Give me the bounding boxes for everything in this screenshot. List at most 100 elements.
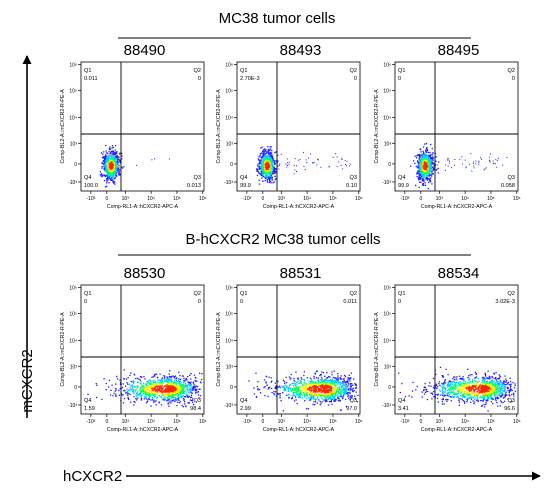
event-dot — [265, 158, 267, 160]
event-dot — [269, 180, 272, 183]
event-dot — [266, 162, 268, 164]
event-dot — [105, 160, 108, 162]
event-dot — [326, 383, 328, 385]
event-dot — [267, 172, 269, 174]
event-dot — [314, 388, 316, 390]
x-tick-label: 10⁵ — [329, 419, 337, 425]
event-dot — [426, 172, 428, 174]
event-dot — [160, 379, 162, 381]
event-dot — [314, 385, 317, 388]
event-dot — [426, 158, 428, 160]
event-dot — [273, 391, 275, 393]
event-dot — [352, 384, 354, 386]
event-dot — [168, 396, 170, 398]
event-dot — [170, 392, 172, 394]
event-dot — [331, 382, 334, 384]
event-dot — [489, 396, 492, 398]
event-dot — [263, 153, 265, 156]
event-dot — [189, 388, 191, 391]
event-dot — [345, 387, 347, 390]
event-dot — [101, 173, 103, 175]
event-dot — [268, 171, 270, 173]
event-dot — [255, 372, 257, 374]
event-dot — [493, 373, 496, 375]
event-dot — [288, 393, 290, 395]
quadrant-q4-value: 99.9 — [240, 183, 251, 189]
x-tick-label: -10³ — [242, 196, 251, 202]
event-dot — [339, 391, 341, 393]
event-dot — [267, 146, 269, 148]
event-dot — [256, 174, 259, 177]
event-dot — [345, 392, 347, 394]
event-dot — [107, 166, 109, 168]
section-title-mc38: MC38 tumor cells — [219, 10, 336, 27]
event-dot — [328, 401, 331, 403]
event-dot — [154, 401, 156, 403]
event-dot — [153, 384, 155, 386]
event-dot — [285, 381, 288, 384]
event-dot — [473, 161, 475, 163]
event-dot — [328, 392, 330, 394]
event-dot — [171, 383, 173, 386]
event-dot — [118, 171, 121, 173]
event-dot — [193, 387, 195, 389]
event-dot — [318, 392, 320, 394]
event-dot — [151, 387, 153, 390]
event-dot — [333, 396, 335, 398]
event-dot — [490, 397, 492, 400]
quadrant-q2-name: Q2 — [350, 68, 357, 74]
event-dot — [190, 396, 192, 399]
event-dot — [339, 390, 341, 393]
event-dot — [171, 389, 173, 391]
event-dot — [284, 388, 286, 390]
event-dot — [123, 166, 125, 168]
event-dot — [290, 383, 292, 385]
event-dot — [463, 378, 465, 380]
event-dot — [271, 170, 273, 173]
event-dot — [310, 153, 312, 155]
event-dot — [293, 378, 295, 380]
event-dot — [186, 379, 188, 381]
event-dot — [161, 382, 163, 384]
event-dot — [353, 378, 355, 380]
event-dot — [342, 396, 344, 398]
event-dot — [109, 175, 111, 177]
event-dot — [270, 152, 273, 154]
event-dot — [146, 381, 148, 383]
event-dot — [143, 386, 145, 388]
event-dot — [429, 163, 432, 166]
event-dot — [483, 169, 485, 171]
event-dot — [326, 396, 328, 398]
event-dot — [432, 169, 434, 171]
event-dot — [327, 393, 329, 395]
event-dot — [140, 397, 142, 399]
event-dot — [125, 392, 127, 394]
event-dot — [147, 380, 149, 382]
event-dot — [169, 391, 171, 394]
event-dot — [318, 394, 320, 396]
event-dot — [174, 390, 176, 392]
event-dot — [167, 388, 169, 391]
event-dot — [335, 385, 337, 387]
event-dot — [279, 395, 281, 397]
event-dot — [130, 372, 132, 374]
event-dot — [113, 156, 116, 158]
event-dot — [182, 394, 184, 397]
event-dot — [430, 168, 432, 170]
event-dot — [328, 388, 330, 390]
event-dot — [353, 389, 355, 392]
event-dot — [140, 392, 142, 394]
event-dot — [107, 179, 109, 181]
event-dot — [262, 172, 264, 174]
x-tick-label: 10⁶ — [199, 196, 207, 202]
event-dot — [108, 148, 110, 150]
event-dot — [158, 382, 161, 385]
event-dot — [103, 167, 106, 170]
event-dot — [419, 156, 421, 158]
event-dot — [332, 385, 334, 387]
event-dot — [419, 178, 421, 180]
event-dot — [148, 398, 150, 400]
event-dot — [260, 152, 262, 154]
event-dot — [137, 381, 139, 383]
event-dot — [109, 173, 112, 176]
